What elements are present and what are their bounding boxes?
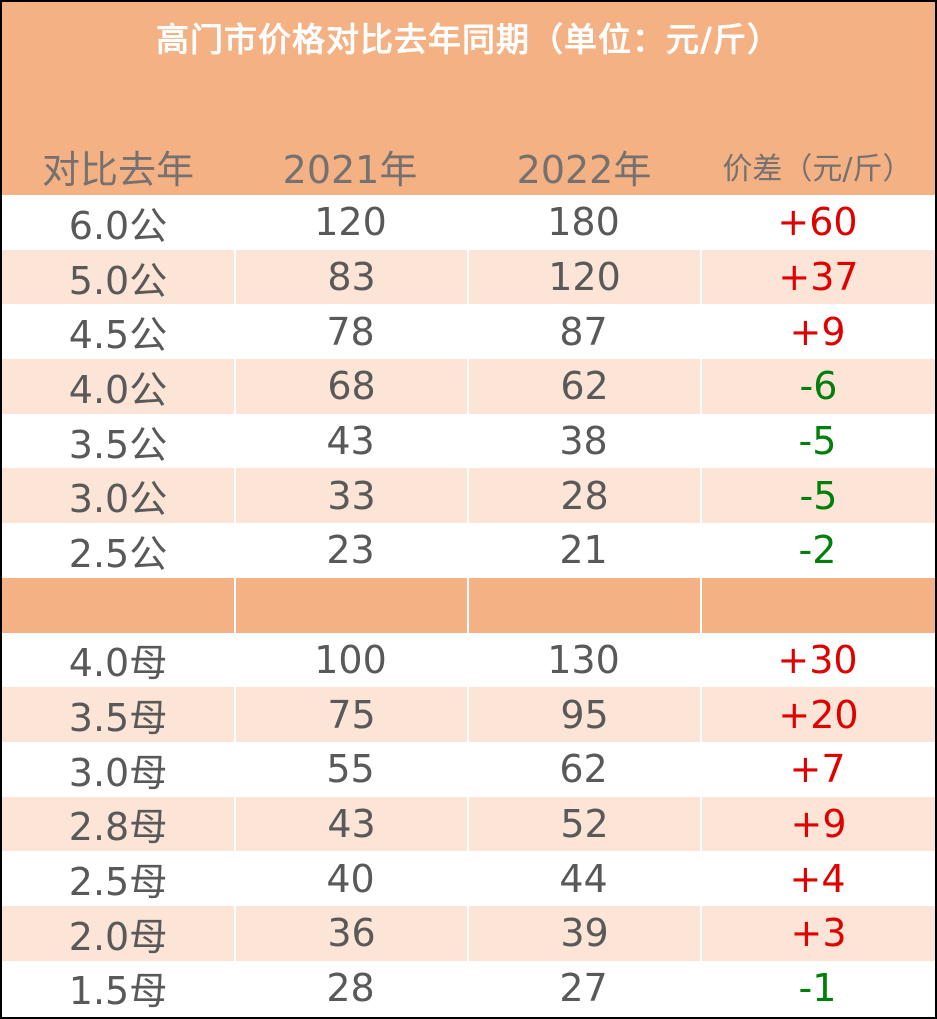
price-2021: 36 <box>234 905 467 961</box>
table-row: 5.0公 83 120 +37 <box>2 249 935 305</box>
price-2021: 120 <box>314 200 387 245</box>
price-2022: 95 <box>467 687 700 742</box>
price-diff: +20 <box>700 687 935 742</box>
row-label: 3.0公 <box>68 477 168 522</box>
price-2021: 68 <box>234 359 467 414</box>
table-row: 3.5公 43 38 -5 <box>2 413 935 469</box>
price-diff: +7 <box>789 747 846 792</box>
price-diff: +30 <box>777 637 858 682</box>
price-2022: 130 <box>547 637 620 682</box>
price-diff: +60 <box>777 200 858 245</box>
table-row: 3.5母 75 95 +20 <box>2 687 935 742</box>
column-header-2021: 2021年 <box>282 148 418 192</box>
price-diff: -1 <box>798 965 837 1010</box>
price-2022: 62 <box>559 747 608 792</box>
price-2022: 27 <box>559 965 608 1010</box>
price-2021: 40 <box>326 856 375 901</box>
price-2021: 100 <box>314 637 387 682</box>
table-row: 4.0母 100 130 +30 <box>2 632 935 688</box>
table-body: 6.0公 120 180 +60 5.0公 83 120 +37 4.5公 78 87 +9 4.0公 6… <box>2 195 935 1016</box>
price-2021: 33 <box>234 468 467 524</box>
price-2021: 23 <box>326 528 375 573</box>
column-header-diff: 价差（元/斤） <box>722 152 913 187</box>
price-diff: -6 <box>700 359 935 414</box>
row-label: 2.0母 <box>68 914 168 959</box>
row-label: 3.5母 <box>68 696 168 741</box>
price-diff: -5 <box>798 419 837 464</box>
price-2022: 62 <box>467 359 700 414</box>
table-row: 6.0公 120 180 +60 <box>2 195 935 250</box>
row-label: 4.5公 <box>68 313 168 358</box>
row-label: 1.5母 <box>68 969 168 1014</box>
price-2021 <box>234 577 467 633</box>
price-2021: 55 <box>326 747 375 792</box>
table-row: 4.5公 78 87 +9 <box>2 304 935 360</box>
row-label: 2.5母 <box>68 860 168 905</box>
table-row: 3.0母 55 62 +7 <box>2 741 935 797</box>
price-2022: 28 <box>467 468 700 524</box>
row-label: 4.0公 <box>68 367 168 412</box>
price-2021: 43 <box>326 419 375 464</box>
price-2022: 39 <box>467 905 700 961</box>
row-label: 5.0公 <box>68 258 168 303</box>
table-row: 3.0公 33 28 -5 <box>2 468 935 524</box>
price-2022: 21 <box>559 528 608 573</box>
row-label <box>2 578 234 633</box>
column-header-2022: 2022年 <box>516 148 652 192</box>
price-2021: 83 <box>234 249 467 305</box>
price-diff: -5 <box>700 468 935 524</box>
price-2021: 43 <box>234 796 467 852</box>
price-2021: 78 <box>326 309 375 354</box>
price-2022: 52 <box>467 796 700 852</box>
price-2022 <box>467 577 700 633</box>
table-row: 2.0母 36 39 +3 <box>2 905 935 961</box>
column-header-compare: 对比去年 <box>42 148 195 192</box>
row-label: 4.0母 <box>68 641 168 686</box>
price-diff: +37 <box>700 249 935 305</box>
price-2022: 180 <box>547 200 620 245</box>
row-label: 6.0公 <box>68 203 168 248</box>
price-diff: +4 <box>789 856 846 901</box>
price-2022: 38 <box>559 419 608 464</box>
row-label: 3.0母 <box>68 750 168 795</box>
price-2022: 44 <box>559 856 608 901</box>
table-row: 2.5母 40 44 +4 <box>2 851 935 906</box>
table-row: 2.8母 43 52 +9 <box>2 796 935 852</box>
table-title: 高门市价格对比去年同期（单位：元/斤） <box>155 20 782 59</box>
separator-row <box>2 577 935 633</box>
price-diff: +9 <box>789 309 846 354</box>
row-label: 3.5公 <box>68 422 168 467</box>
row-label: 2.8母 <box>68 805 168 850</box>
price-diff <box>700 577 935 633</box>
price-2021: 28 <box>326 965 375 1010</box>
table-row: 2.5公 23 21 -2 <box>2 523 935 578</box>
price-2021: 75 <box>234 687 467 742</box>
table-row: 4.0公 68 62 -6 <box>2 359 935 414</box>
table-row: 1.5母 28 27 -1 <box>2 960 935 1016</box>
price-2022: 120 <box>467 249 700 305</box>
price-diff: -2 <box>798 528 837 573</box>
row-label: 2.5公 <box>68 531 168 576</box>
price-diff: +3 <box>700 905 935 961</box>
header-banner <box>2 2 935 195</box>
price-diff: +9 <box>700 796 935 852</box>
price-2022: 87 <box>559 309 608 354</box>
